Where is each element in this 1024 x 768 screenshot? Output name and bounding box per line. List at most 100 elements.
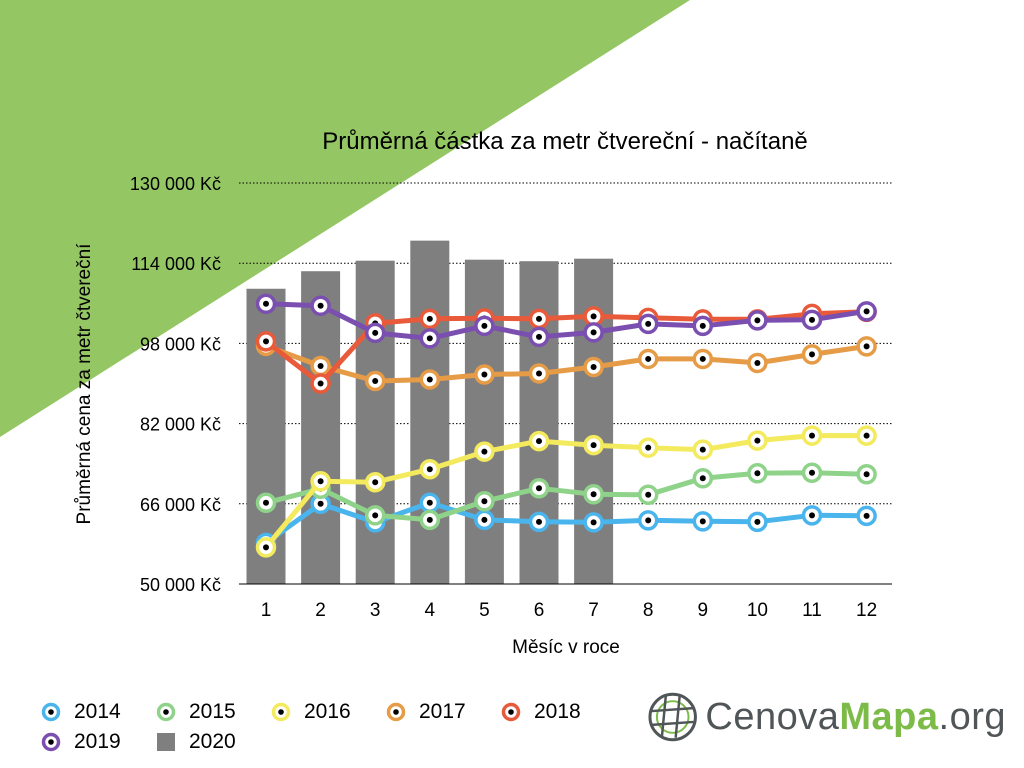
point-center [863,343,870,350]
y-tick-label: 66 000 Kč [140,495,221,515]
bar-2020 [355,260,395,584]
y-tick-label: 82 000 Kč [140,415,221,435]
legend-item-2019: 2019 [40,730,121,754]
point-center [809,469,815,476]
legend-swatch-2019 [41,732,61,752]
legend-label: 2015 [189,700,236,723]
point-center [317,478,324,485]
logo-text-part3: .org [938,695,1006,738]
point-center [590,363,597,370]
legend-label: 2019 [74,730,121,753]
point-center [645,491,652,498]
point-center [863,432,870,439]
x-tick-label: 6 [534,600,545,621]
legend-marker-center [163,709,169,715]
point-center [481,322,488,329]
legend-swatch-2015 [156,702,176,722]
point-center [317,380,324,387]
point-center [590,519,597,526]
y-tick-label: 130 000 Kč [130,174,221,194]
point-center [754,317,761,324]
point-center [426,466,433,473]
point-center [536,485,542,492]
point-center [426,376,433,383]
chart-title: Průměrná částka za metr čtvereční - načí… [322,128,808,155]
chart-legend: 2014 2015 2016 2017 2018 2019 2020 [40,700,640,760]
legend-item-2018: 2018 [500,700,581,724]
point-center [481,498,488,505]
x-tick-label: 11 [802,600,822,621]
series-2018 [255,301,877,394]
point-center [699,322,706,329]
legend-swatch-2018 [501,702,521,722]
x-tick-label: 12 [856,600,877,621]
logo-text-part2: Mapa [839,695,939,738]
point-center [754,359,761,366]
point-center [426,335,433,342]
legend-bar-swatch [157,733,175,751]
point-center [263,338,269,345]
legend-label: 2017 [419,700,466,723]
x-tick-label: 3 [370,600,381,621]
x-tick-label: 1 [261,600,272,621]
x-tick-label: 7 [588,600,599,621]
bar-2020 [301,271,341,584]
point-center [699,355,706,362]
legend-swatch-2020 [157,733,175,751]
point-center [263,544,269,551]
legend-item-2017: 2017 [385,700,466,724]
legend-marker-center [278,709,284,715]
point-center [372,377,379,384]
green-corner-triangle [0,0,690,437]
point-center [426,499,433,506]
point-center [809,351,815,358]
x-axis-label: Měsíc v roce [512,637,620,658]
line-series [255,293,877,558]
point-center [863,308,870,315]
logo-text-part1: Cenova [705,695,840,738]
point-center [481,371,488,378]
legend-marker-center [48,739,54,745]
point-center [536,333,542,340]
point-center [372,512,379,519]
legend-marker-center [48,709,54,715]
point-center [699,446,706,453]
x-tick-label: 5 [479,600,490,621]
point-center [590,442,597,449]
bars-2020 [246,240,614,585]
x-tick-label: 9 [698,600,709,621]
x-tick-label: 4 [425,600,436,621]
point-center [590,313,597,320]
y-tick-label: 50 000 Kč [140,575,221,595]
point-center [263,300,269,307]
point-center [809,512,815,519]
x-axis-ticks: 1 2 3 4 5 6 7 8 9 10 11 12 [261,600,877,621]
point-center [590,329,597,336]
x-tick-label: 2 [315,600,326,621]
point-center [536,315,542,322]
point-center [809,316,815,323]
legend-swatch-2017 [386,702,406,722]
legend-item-2014: 2014 [40,700,121,724]
cenovamapa-logo: CenovaMapa.org [646,686,1006,748]
point-center [754,470,761,477]
point-center [645,355,652,362]
legend-item-2016: 2016 [270,700,351,724]
point-center [317,362,324,369]
legend-swatch-2014 [41,702,61,722]
point-center [536,518,542,525]
y-axis-label: Průměrná cena za metr čtvereční [74,243,95,525]
bar-2020 [410,240,450,585]
y-tick-label: 114 000 Kč [131,254,221,274]
logo-text: CenovaMapa.org [705,696,1006,739]
point-center [645,320,652,327]
legend-item-2020: 2020 [155,730,236,754]
point-center [426,516,433,523]
legend-label: 2014 [74,700,121,723]
point-center [372,329,379,336]
point-center [481,448,488,455]
point-center [372,479,379,486]
legend-marker-center [508,709,514,715]
point-center [809,432,815,439]
